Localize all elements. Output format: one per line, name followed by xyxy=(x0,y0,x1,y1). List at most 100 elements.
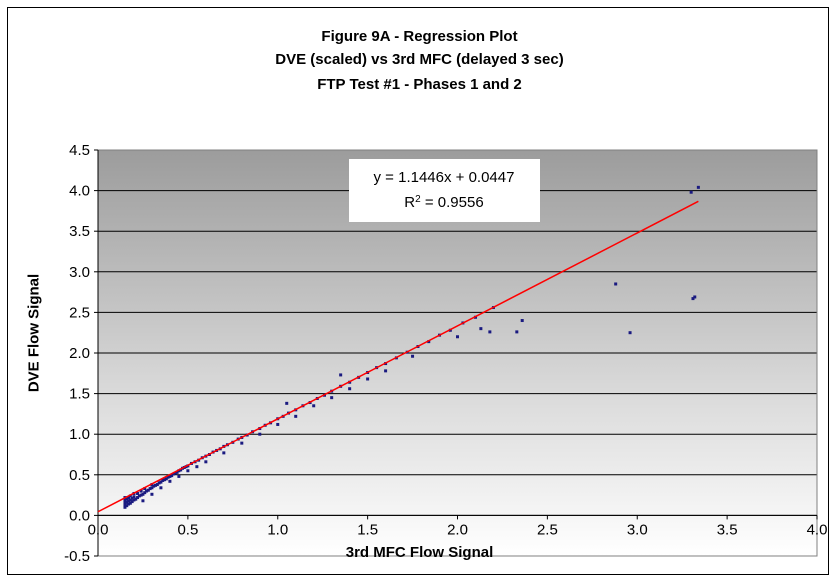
data-point xyxy=(150,486,154,490)
data-point xyxy=(132,498,136,502)
x-tick-label: 3.0 xyxy=(627,521,648,538)
data-point xyxy=(123,505,127,509)
y-axis-label: DVE Flow Signal xyxy=(25,273,43,393)
data-point xyxy=(136,491,140,495)
y-tick-label: 4.0 xyxy=(69,183,90,200)
tick-labels: -0.5 0.0 0.5 1.0 1.5 2.0 2.5 3.0 3.5 4.0 4.5 0.0 0.5… xyxy=(64,142,827,565)
data-point xyxy=(125,497,129,501)
y-tick-label: 0.0 xyxy=(69,507,90,524)
data-point xyxy=(258,432,262,436)
trendline-line xyxy=(97,200,699,513)
y-tick-label: 1.0 xyxy=(69,426,90,443)
data-point xyxy=(127,499,131,503)
trendline xyxy=(97,200,699,513)
data-point xyxy=(148,487,152,491)
data-point xyxy=(222,451,226,455)
data-point xyxy=(136,496,140,500)
data-point xyxy=(186,469,190,473)
data-point xyxy=(125,504,129,508)
data-point xyxy=(152,484,156,488)
data-point xyxy=(330,396,334,400)
data-point xyxy=(141,492,145,496)
data-point xyxy=(294,414,298,418)
data-point xyxy=(628,331,632,335)
data-point xyxy=(143,487,147,491)
data-point xyxy=(145,489,149,493)
data-point xyxy=(123,498,127,502)
y-tick-label: -0.5 xyxy=(64,548,90,565)
data-point xyxy=(456,335,459,339)
r-squared-label: R2 = 0.9556 xyxy=(404,194,483,212)
data-point xyxy=(130,496,134,500)
data-point xyxy=(128,501,132,505)
data-point xyxy=(127,502,131,506)
data-point xyxy=(141,499,145,503)
data-point xyxy=(179,468,183,472)
x-tick-label: 1.5 xyxy=(357,521,378,538)
y-tick-label: 2.5 xyxy=(69,304,90,321)
chart-title-line-2: DVE (scaled) vs 3rd MFC (delayed 3 sec) xyxy=(275,51,564,68)
chart-title-line-1: Figure 9A - Regression Plot xyxy=(321,28,518,45)
data-point xyxy=(125,500,129,504)
data-point xyxy=(164,477,168,481)
data-point xyxy=(515,330,519,334)
y-tick-label: 1.5 xyxy=(69,386,90,403)
data-point xyxy=(139,493,143,497)
data-point xyxy=(614,282,618,286)
x-tick-label: 3.5 xyxy=(717,521,738,538)
data-point xyxy=(173,471,177,475)
data-point xyxy=(195,465,199,469)
data-point xyxy=(132,495,136,499)
data-point xyxy=(146,488,150,492)
regression-equation: y = 1.1446x + 0.0447 xyxy=(374,169,515,186)
data-point xyxy=(163,478,167,482)
data-point xyxy=(170,474,174,478)
y-tick-label: 2.0 xyxy=(69,345,90,362)
data-point xyxy=(123,500,127,504)
data-point xyxy=(155,483,159,487)
data-point xyxy=(128,494,132,498)
data-point xyxy=(128,498,132,502)
y-tick-label: 0.5 xyxy=(69,467,90,484)
data-point xyxy=(693,295,697,299)
y-tick-label: 3.5 xyxy=(69,223,90,240)
data-point xyxy=(150,492,154,496)
data-point xyxy=(339,373,343,377)
data-point xyxy=(411,354,415,358)
data-point xyxy=(384,369,388,373)
data-point xyxy=(285,401,289,405)
data-point xyxy=(479,327,483,331)
x-tick-label: 0.5 xyxy=(177,521,198,538)
data-point xyxy=(127,496,131,500)
data-point xyxy=(427,340,431,344)
data-point xyxy=(366,377,370,381)
x-axis-label: 3rd MFC Flow Signal xyxy=(345,544,494,561)
y-tick-label: 4.5 xyxy=(69,142,90,159)
x-tick-label: 1.0 xyxy=(267,521,288,538)
data-point xyxy=(312,404,316,408)
chart-title-line-3: FTP Test #1 - Phases 1 and 2 xyxy=(317,76,522,93)
data-point xyxy=(696,185,700,189)
data-point xyxy=(691,297,695,301)
data-point xyxy=(159,486,163,490)
data-point xyxy=(143,491,147,495)
data-point xyxy=(348,387,352,391)
data-point xyxy=(137,494,141,498)
x-tick-label: 4.0 xyxy=(807,521,828,538)
data-point xyxy=(168,474,172,478)
data-point xyxy=(123,503,127,507)
x-tick-label: 2.5 xyxy=(537,521,558,538)
data-point xyxy=(204,460,208,464)
regression-annotation: y = 1.1446x + 0.0447 R2 = 0.9556 xyxy=(349,159,540,222)
data-point xyxy=(171,472,175,476)
x-tick-label: 2.0 xyxy=(447,521,468,538)
data-point xyxy=(154,483,158,487)
data-point xyxy=(157,481,161,485)
data-point xyxy=(175,470,179,474)
data-point xyxy=(166,475,170,479)
data-point xyxy=(161,478,165,482)
data-point xyxy=(689,190,693,194)
data-point xyxy=(134,497,138,501)
data-point xyxy=(520,319,524,323)
